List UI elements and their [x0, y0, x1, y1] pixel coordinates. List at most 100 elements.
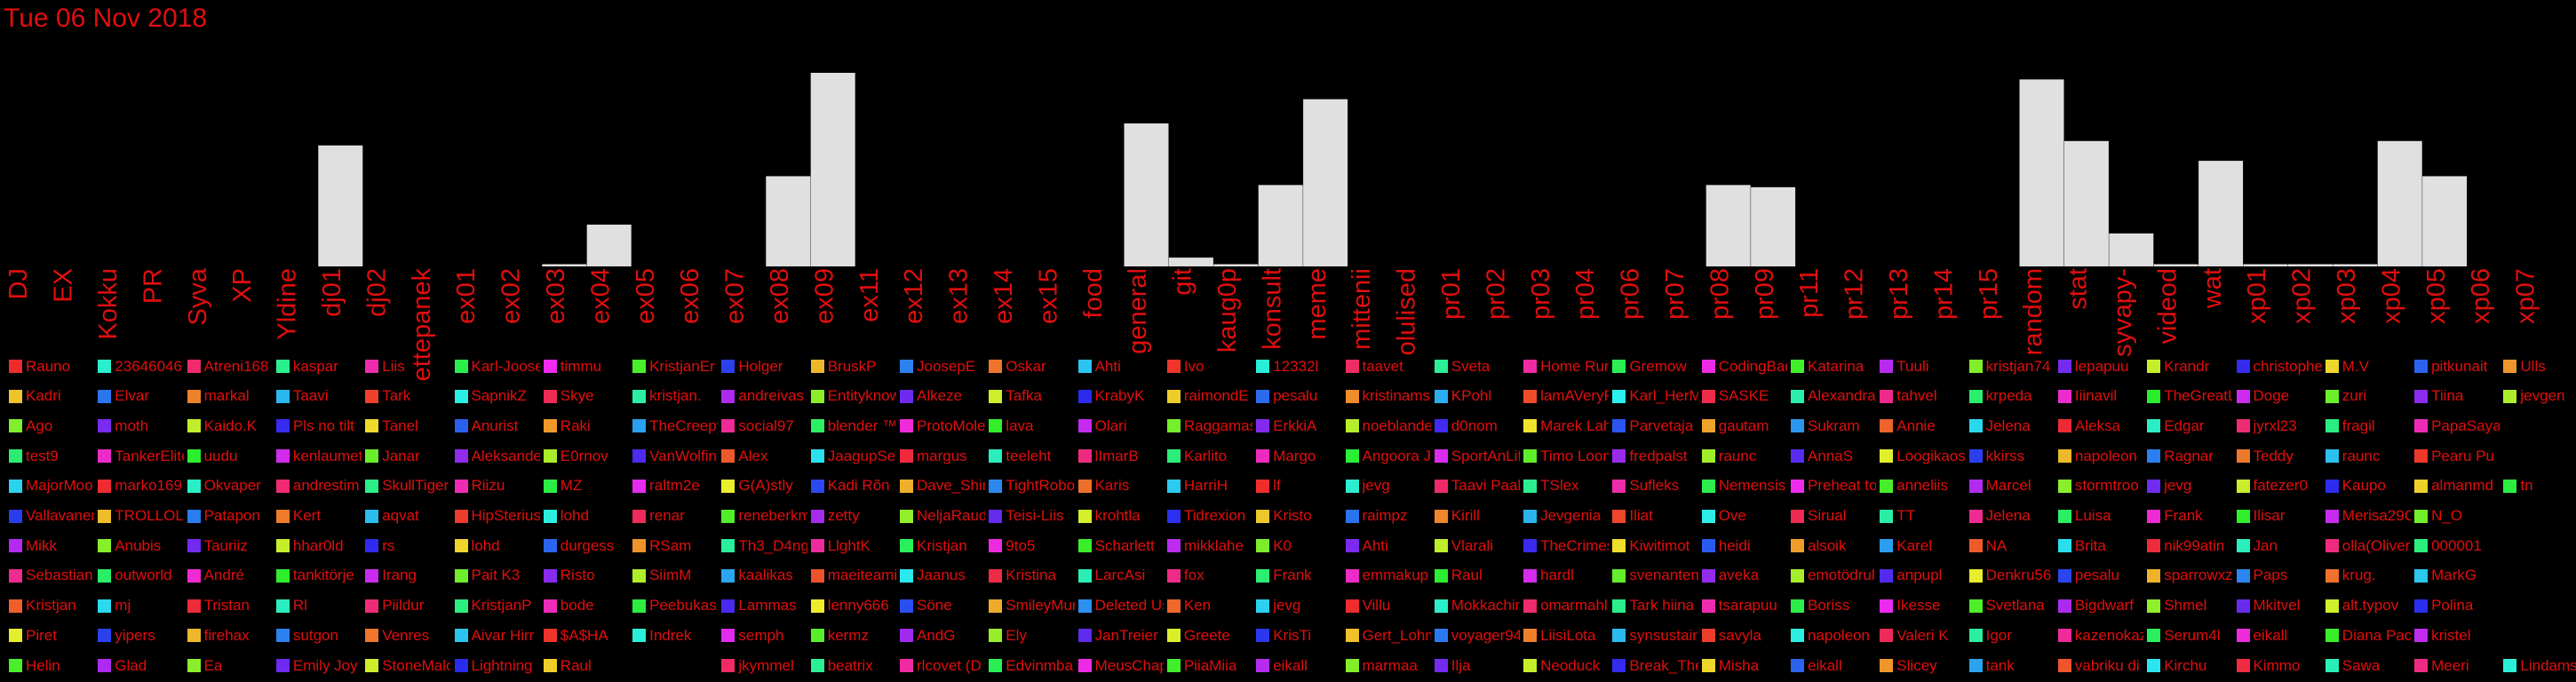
legend-label: Brita [2074, 536, 2106, 554]
legend-label: Raul [1451, 567, 1483, 584]
legend-label: Söne [917, 597, 952, 615]
legend-label: voyager94 [1451, 626, 1521, 644]
legend-swatch [900, 599, 913, 613]
legend-swatch [543, 479, 557, 493]
legend-item: jyrxl23 [2236, 416, 2322, 437]
legend-label: TightRobot [1006, 477, 1075, 495]
legend-label: Kristjan [26, 597, 76, 615]
legend-label: marmaa [1362, 656, 1418, 674]
legend-swatch [1523, 539, 1538, 553]
legend-swatch [721, 449, 735, 464]
legend-swatch [365, 659, 379, 672]
bar-ex09 [810, 73, 855, 266]
legend-item: Serum4l [2147, 625, 2232, 646]
legend-label: TROLLOLOL [115, 507, 184, 524]
legend-item: SASKE [1701, 385, 1787, 407]
legend-swatch [1077, 419, 1092, 433]
x-tick-label: general [1124, 268, 1152, 354]
x-tick-label: pr02 [1482, 268, 1510, 320]
x-tick-label: pr08 [1705, 268, 1734, 320]
legend-label: kaspar [292, 357, 338, 375]
legend-item: AnnaS [1791, 446, 1876, 467]
legend-swatch [1166, 568, 1181, 583]
legend-item: raunc [1701, 446, 1787, 467]
legend-swatch [721, 360, 735, 373]
legend-item: margus [900, 446, 985, 467]
legend-label: Tuuli [1896, 357, 1929, 375]
legend-label: lava [1006, 416, 1034, 434]
legend-swatch [454, 449, 468, 464]
legend-item: Jelena [1968, 505, 2055, 527]
legend-label: blender ™ [827, 416, 896, 434]
legend-label: jyrxl23 [2253, 416, 2297, 434]
legend-label: Edgar [2164, 416, 2205, 434]
legend-item: krohtla [1077, 505, 1164, 527]
legend-label: eikall [1808, 656, 1842, 674]
legend-item: MarkG [2414, 565, 2500, 586]
legend-label: MZ [560, 477, 583, 495]
legend-item: Karlito [1166, 446, 1252, 467]
legend-swatch [1345, 419, 1359, 433]
legend-swatch [1077, 509, 1092, 523]
legend-label: Piildur [382, 597, 425, 615]
legend-label: raimondE [1183, 387, 1249, 405]
legend-swatch [2325, 659, 2339, 672]
legend-swatch [1880, 479, 1894, 493]
legend-item: MajorMoo [9, 475, 94, 496]
legend-label: semph [738, 626, 784, 644]
legend-label: HipSterius [471, 507, 540, 524]
legend-swatch [2147, 449, 2161, 464]
x-tick-label: pr07 [1661, 268, 1690, 320]
legend-item: sutgon [275, 625, 362, 646]
legend-swatch [1166, 419, 1181, 433]
legend-label: fragil [2341, 416, 2375, 434]
legend-swatch [454, 629, 468, 643]
legend-label: zetty [827, 507, 860, 524]
legend-label: Teisi-Liis [1006, 507, 1064, 524]
legend-swatch [2325, 419, 2339, 433]
legend-item: kristel [2414, 625, 2500, 646]
legend-swatch [1612, 539, 1626, 553]
legend-label: renar [649, 507, 685, 524]
legend-swatch [1968, 449, 1983, 464]
x-tick-label: meme [1303, 268, 1332, 340]
legend-swatch [1880, 659, 1894, 672]
legend-label: kristinams [1362, 387, 1431, 405]
bar-wat [2198, 161, 2244, 266]
legend-swatch [1880, 449, 1894, 464]
legend-swatch [1968, 419, 1983, 433]
legend-item: aveka [1701, 565, 1787, 586]
legend-label: maeiteami [827, 567, 896, 584]
legend-item: TheGreatL [2147, 385, 2232, 407]
legend-swatch [2503, 389, 2517, 403]
legend-swatch [989, 479, 1003, 493]
legend-swatch [543, 659, 557, 672]
legend-item: Svetlana [1968, 595, 2055, 616]
legend-swatch [1077, 599, 1092, 613]
legend-item: Oskar [989, 356, 1074, 377]
legend-item: tank [1968, 655, 2055, 677]
legend-label: AndG [917, 626, 956, 644]
legend-item: vabriku di [2057, 655, 2143, 677]
x-tick-label: stat [2064, 268, 2093, 310]
legend-item: Nemensis [1701, 475, 1787, 496]
legend-swatch [187, 539, 201, 553]
legend-item: Ken [1166, 595, 1252, 616]
legend-swatch [721, 599, 735, 613]
legend-label: KrisTi [1273, 626, 1311, 644]
legend-label: jevg [1273, 597, 1301, 615]
legend-label: Timo Loon [1540, 447, 1610, 464]
legend-swatch [810, 629, 824, 643]
legend-label: Indrek [649, 626, 692, 644]
legend-swatch [810, 509, 824, 523]
legend-item: kenlaumets [275, 446, 362, 467]
legend-swatch [632, 629, 647, 643]
legend-item: Mokkachin [1434, 595, 1520, 616]
legend-swatch [1434, 419, 1448, 433]
legend-item: Luisa [2057, 505, 2143, 527]
legend-item: tn [2503, 475, 2576, 496]
legend-item: Gremow [1612, 356, 1697, 377]
legend-label: Teddy [2253, 447, 2294, 464]
legend-swatch [1701, 568, 1715, 583]
legend-label: lf [1273, 477, 1281, 495]
